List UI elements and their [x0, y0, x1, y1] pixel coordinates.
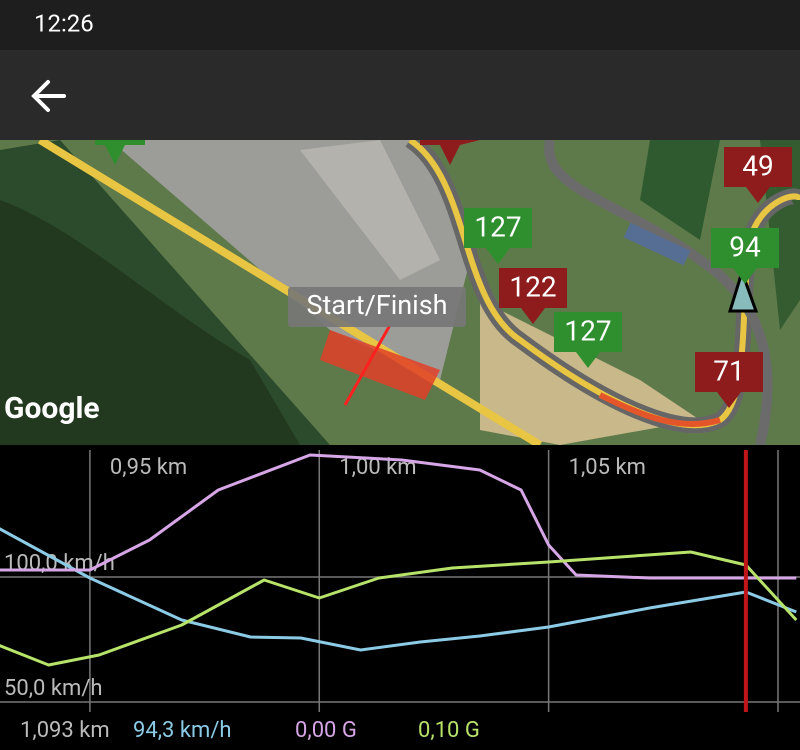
readout-bar: [0, 712, 800, 750]
speed-marker-label: 49: [742, 149, 773, 182]
speed-marker-label: 122: [509, 270, 556, 303]
readout-value: 0,00 G: [295, 718, 357, 743]
speed-marker: [711, 228, 779, 284]
series-line: [0, 550, 798, 667]
start-finish-box: [288, 287, 466, 327]
x-tick-label: 1,05 km: [569, 455, 646, 480]
speed-marker-label: 127: [564, 314, 611, 347]
chart-area: [0, 445, 800, 750]
readout-value: 94,3 km/h: [133, 718, 232, 743]
series-line: [0, 527, 797, 652]
speed-marker: [554, 312, 622, 368]
speed-marker-label: 71: [713, 354, 744, 387]
readout-value: 0,10 G: [418, 718, 480, 743]
start-finish-label: Start/Finish: [306, 289, 447, 321]
app-bar: [0, 50, 800, 140]
y-tick-label: 100,0 km/h: [4, 551, 115, 576]
series-line: [0, 453, 797, 580]
back-button[interactable]: [31, 80, 66, 112]
readout-distance: 1,093 km: [20, 718, 110, 743]
speed-marker: [695, 352, 763, 408]
speed-marker: [464, 208, 532, 264]
position-marker: [727, 267, 759, 313]
x-tick-label: 0,95 km: [110, 455, 187, 480]
speed-marker: [499, 268, 567, 324]
status-bar: [0, 0, 800, 50]
attribution: Google: [4, 391, 100, 426]
speed-marker-label: 127: [474, 210, 521, 243]
speed-marker: [724, 147, 792, 203]
y-tick-label: 50,0 km/h: [4, 676, 103, 701]
speed-marker-label: 94: [729, 230, 761, 263]
clock: 12:26: [34, 9, 94, 37]
